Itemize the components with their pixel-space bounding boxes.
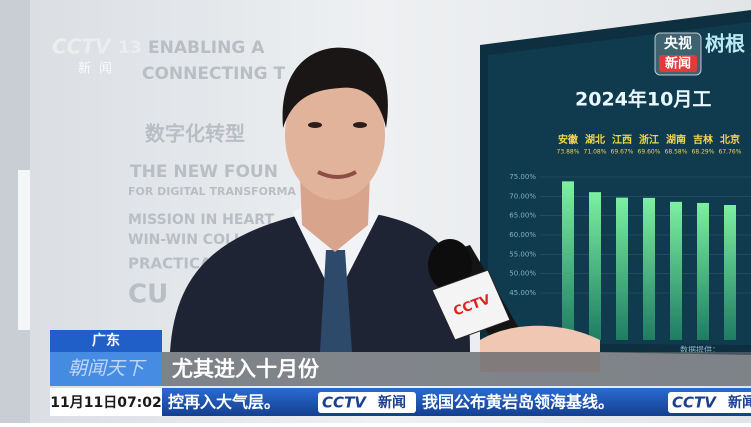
- value-label: 68.58%: [665, 149, 688, 156]
- category-label: 浙江: [639, 133, 659, 146]
- y-tick-label: 50.00%: [509, 270, 536, 278]
- screen-brand: 树根: [705, 32, 745, 56]
- region: 广东: [92, 332, 120, 349]
- wall-text-line: THE NEW FOUN: [130, 162, 278, 182]
- ticker-logo-sub: 新闻: [728, 394, 751, 411]
- microphone-head: [428, 239, 472, 291]
- y-tick-label: 55.00%: [509, 250, 536, 258]
- corner-logo-badge: [659, 55, 697, 72]
- wall-text-line: WIN-WIN COLL: [128, 232, 243, 248]
- time: 11月11日07:02: [50, 395, 162, 411]
- region-box: [50, 330, 162, 352]
- channel-number: 13: [118, 38, 142, 58]
- category-label: 安徽: [558, 133, 579, 146]
- ticker-logo-box: [318, 392, 416, 413]
- category-label: 吉林: [693, 133, 714, 146]
- y-tick-label: 45.00%: [509, 289, 536, 297]
- y-tick-label: 60.00%: [509, 231, 536, 239]
- value-label: 73.88%: [557, 149, 580, 156]
- ticker-logo: CCTV: [672, 394, 717, 412]
- channel-logo: CCTV: [52, 35, 112, 59]
- ticker-item: 控再入大气层。: [168, 393, 280, 412]
- y-tick-label: 70.00%: [509, 192, 536, 200]
- face: [285, 70, 385, 200]
- ticker-logo-box: [668, 392, 751, 413]
- time-box: [50, 388, 162, 416]
- mouth: [317, 170, 357, 179]
- program: 朝闻天下: [68, 358, 147, 380]
- wall-text-line: 数字化转型: [145, 122, 245, 146]
- bar: [562, 181, 574, 340]
- caption-box: [162, 352, 751, 386]
- category-label: 北京: [720, 133, 740, 146]
- wall-text-line: CU: [128, 280, 168, 310]
- value-label: 68.29%: [692, 149, 715, 156]
- value-label: 67.76%: [719, 149, 742, 156]
- corner-logo-line1: 央视: [664, 35, 692, 52]
- mic-flag: [431, 269, 511, 341]
- bar: [643, 197, 655, 340]
- ticker-logo: CCTV: [322, 394, 367, 412]
- ticker-logo-sub: 新闻: [378, 394, 406, 411]
- ticker-item: 我国公布黄岩岛领海基线。: [422, 393, 614, 412]
- eye: [353, 122, 367, 128]
- value-label: 69.67%: [611, 149, 634, 156]
- screen-footnote: 数据提供：: [680, 345, 720, 355]
- ticker-bar: [162, 388, 751, 416]
- program-box: [50, 352, 162, 386]
- wall-text-line: FOR DIGITAL TRANSFORMA: [128, 185, 296, 198]
- category-label: 江西: [612, 133, 632, 146]
- wall-text-line: CONNECTING T: [142, 64, 285, 84]
- category-label: 湖南: [666, 133, 686, 146]
- hair: [282, 47, 388, 128]
- wall-text-line: PRACTICAL: [128, 255, 222, 273]
- eye: [308, 122, 322, 128]
- y-tick-label: 75.00%: [509, 173, 536, 181]
- wall-text: ENABLING A CONNECTING T 数字化转型 THE NEW FOUN F…: [128, 38, 296, 310]
- bar: [670, 201, 682, 340]
- bar: [616, 197, 628, 340]
- bar: [589, 192, 601, 340]
- corner-logo-line2: 新闻: [665, 56, 691, 72]
- screen-chart: 75.00% 70.00% 65.00% 60.00% 55.00% 50.00% 45.0…: [509, 133, 751, 340]
- door: [18, 170, 30, 330]
- wall-text-line: MISSION IN HEART: [128, 212, 274, 228]
- tie: [320, 250, 352, 352]
- category-label: 湖北: [585, 133, 605, 146]
- bar: [724, 204, 736, 340]
- suit: [170, 215, 470, 352]
- wall-text-line: ENABLING A: [148, 38, 265, 58]
- caption: 尤其进入十月份: [172, 357, 320, 381]
- screen-panel: [488, 22, 751, 345]
- channel-sub: 新闻: [78, 61, 120, 77]
- value-label: 71.08%: [584, 149, 607, 156]
- value-label: 69.60%: [638, 149, 661, 156]
- y-tick-label: 65.00%: [509, 212, 536, 220]
- screen-title: 2024年10月工: [575, 88, 711, 111]
- bar: [697, 202, 709, 340]
